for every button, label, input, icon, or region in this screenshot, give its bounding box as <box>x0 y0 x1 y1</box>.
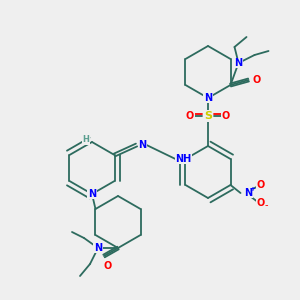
Text: O: O <box>186 111 194 121</box>
Text: N: N <box>94 243 102 253</box>
Text: O: O <box>256 198 265 208</box>
Text: H: H <box>82 136 89 145</box>
Text: NH: NH <box>176 154 192 164</box>
Text: O: O <box>222 111 230 121</box>
Text: +: + <box>250 186 256 192</box>
Text: N: N <box>88 189 96 199</box>
Text: S: S <box>204 111 212 121</box>
Text: O: O <box>252 75 261 85</box>
Text: -: - <box>265 200 268 210</box>
Text: N: N <box>244 188 253 198</box>
Text: O: O <box>104 261 112 271</box>
Text: N: N <box>204 93 212 103</box>
Text: N: N <box>139 140 147 150</box>
Text: O: O <box>256 180 265 190</box>
Text: N: N <box>235 58 243 68</box>
